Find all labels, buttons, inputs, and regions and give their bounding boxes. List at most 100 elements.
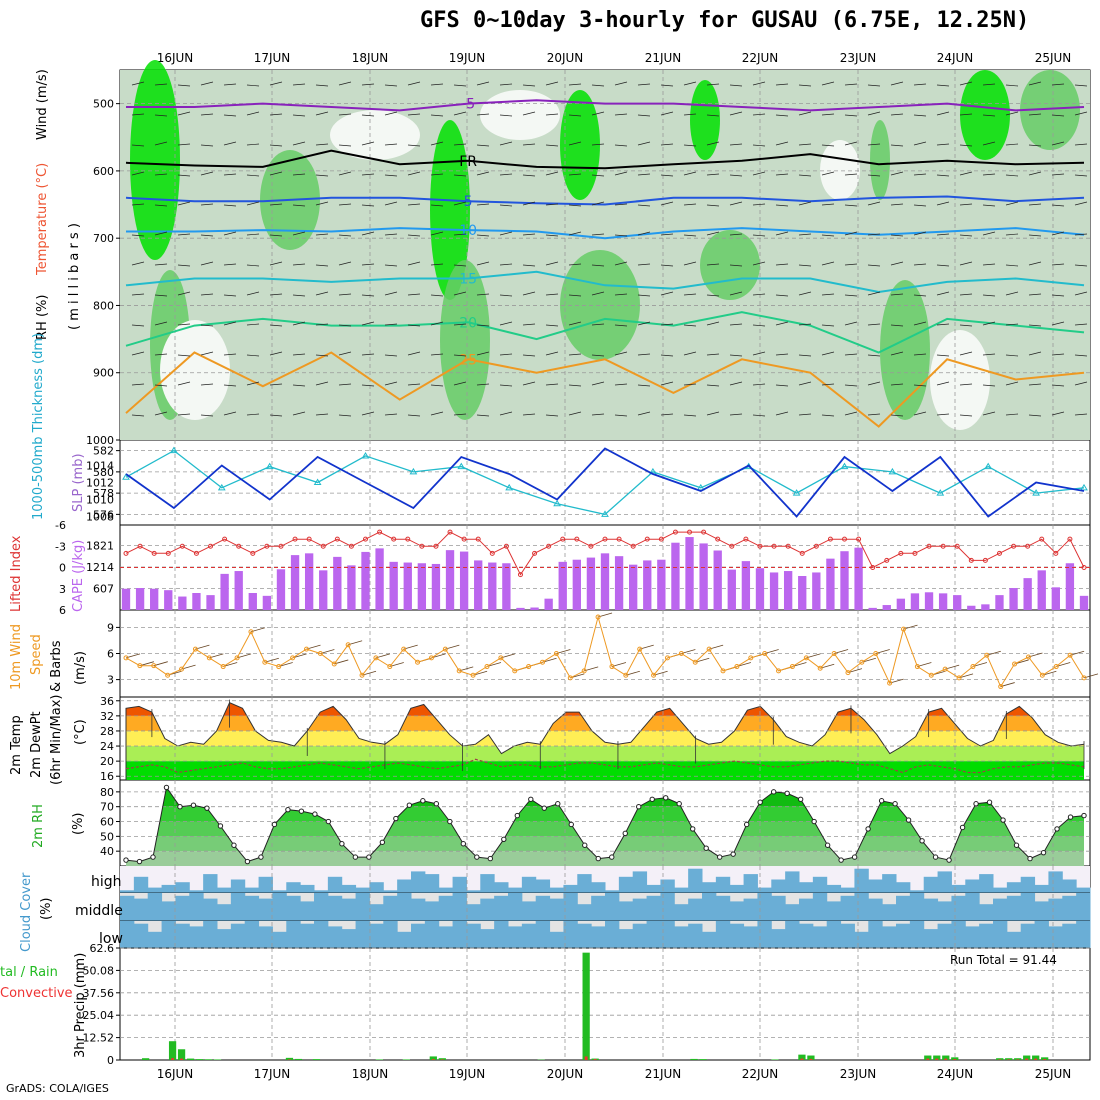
barb-13-0 xyxy=(430,83,444,86)
barb-40-7 xyxy=(1051,294,1065,297)
barb-18-0 xyxy=(545,81,559,86)
barb-24-6 xyxy=(683,261,697,266)
barb-41-10 xyxy=(1074,381,1088,386)
thickness-point-4 xyxy=(313,478,322,485)
cloud-middle-35 xyxy=(605,893,620,921)
barb-25-5 xyxy=(706,231,720,236)
barb-20-8 xyxy=(591,323,605,326)
cloud-high-28 xyxy=(508,887,523,893)
date-bottom-20JUN: 20JUN xyxy=(547,1067,584,1081)
barb-17-10 xyxy=(522,381,536,386)
cloud-low-9 xyxy=(244,921,260,948)
precip-bar-64 xyxy=(699,1059,707,1060)
li-point-15 xyxy=(334,536,340,542)
rh-point-67 xyxy=(1027,855,1033,862)
conv-bar-52 xyxy=(593,1059,597,1060)
barb-11-5 xyxy=(384,233,398,236)
barb-0-8 xyxy=(131,324,145,327)
p6-ticklabel-70: 70 xyxy=(100,801,114,814)
barb-33-0 xyxy=(890,81,904,86)
wind-point-69 xyxy=(1081,675,1087,681)
wind-point-6 xyxy=(206,655,212,661)
cape-bar-33 xyxy=(586,557,596,610)
cloud-high-21 xyxy=(411,871,426,893)
rh-blob-0 xyxy=(130,60,180,260)
barb-24-2 xyxy=(683,144,697,147)
cloud-low-59 xyxy=(937,923,952,948)
li-point-61 xyxy=(982,557,988,563)
barb-34-7 xyxy=(913,294,927,297)
barb-2-3 xyxy=(177,174,191,177)
cloud-middle-5 xyxy=(189,893,204,921)
rh-point-37 xyxy=(622,830,628,837)
cloud-low-11 xyxy=(272,931,287,948)
cape-bar-39 xyxy=(671,542,680,610)
barb-1-6 xyxy=(154,263,168,266)
barb-15-5 xyxy=(476,234,490,237)
cape-bar-65 xyxy=(1037,570,1046,610)
cape-bar-45 xyxy=(755,568,765,610)
barb-28-6 xyxy=(775,263,789,266)
barb-20-5 xyxy=(591,233,605,236)
barb-22-4 xyxy=(637,204,651,207)
p6-ticklabel-50: 50 xyxy=(100,830,114,843)
precip-bar-102 xyxy=(1041,1057,1049,1060)
wind-point-16 xyxy=(345,642,351,648)
barb-33-3 xyxy=(890,171,904,176)
wind-point-50 xyxy=(817,665,823,671)
barb-21-0 xyxy=(614,81,628,86)
barb-12-9 xyxy=(407,351,421,356)
barb-7-6 xyxy=(292,263,306,266)
precip-bar-92 xyxy=(951,1057,959,1060)
barb-2-2 xyxy=(177,143,191,146)
cloud-middle-45 xyxy=(743,898,758,921)
cloud-middle-65 xyxy=(1020,893,1036,921)
rh-point-30 xyxy=(528,796,534,802)
cloud-middle-2 xyxy=(147,893,163,921)
cloud-low-51 xyxy=(826,921,842,948)
barb-10-1 xyxy=(361,114,375,117)
temp-band-0 xyxy=(126,761,1084,780)
rh-band-3 xyxy=(126,806,1084,822)
barb-2-7 xyxy=(177,291,191,296)
cloud-high-19 xyxy=(383,890,398,893)
barb-15-4 xyxy=(476,203,490,206)
temp-band-3 xyxy=(126,715,1084,731)
rh-point-21 xyxy=(406,802,413,808)
barb-26-6 xyxy=(729,264,743,267)
thickness-point-6 xyxy=(409,467,418,475)
cape-bar-1 xyxy=(135,588,145,610)
barb-1-7 xyxy=(154,294,168,297)
barb-11-11 xyxy=(384,413,398,416)
rh-point-64 xyxy=(986,799,993,805)
barb-23-5 xyxy=(660,233,674,236)
cloud-middle-51 xyxy=(826,901,842,921)
contour-FR xyxy=(125,149,1085,170)
rh-point-6 xyxy=(204,805,210,811)
barb-34-0 xyxy=(913,83,927,86)
cloud-high-39 xyxy=(660,879,675,893)
panel-thickness-slp: 576 578 580 582 1008 1010 1012 1014 xyxy=(86,440,1090,525)
barb-35-0 xyxy=(936,84,950,87)
barb-17-3 xyxy=(522,174,536,177)
cloud-middle-3 xyxy=(161,901,176,921)
wind-point-12 xyxy=(290,655,296,661)
precip-bar-101 xyxy=(1032,1055,1040,1060)
cloud-high-22 xyxy=(424,874,440,893)
rh-point-34 xyxy=(582,842,588,848)
cloud-low-15 xyxy=(327,926,343,948)
barb-19-8 xyxy=(568,321,582,326)
barb-15-7 xyxy=(476,293,490,296)
conv-bar-99 xyxy=(1016,1059,1020,1060)
cloud-middle-28 xyxy=(508,893,523,921)
barb-25-0 xyxy=(706,83,720,86)
wind-point-33 xyxy=(581,668,587,674)
p8-ticklabel-62.6: 62.6 xyxy=(90,942,115,955)
cloud-middle-56 xyxy=(896,895,911,921)
barb-9-1 xyxy=(338,113,352,116)
cape-bar-8 xyxy=(234,571,243,610)
rh-point-65 xyxy=(1000,817,1006,823)
cloud-low-0 xyxy=(120,921,135,948)
barb-16-9 xyxy=(499,353,513,356)
li-point-21 xyxy=(419,543,425,549)
